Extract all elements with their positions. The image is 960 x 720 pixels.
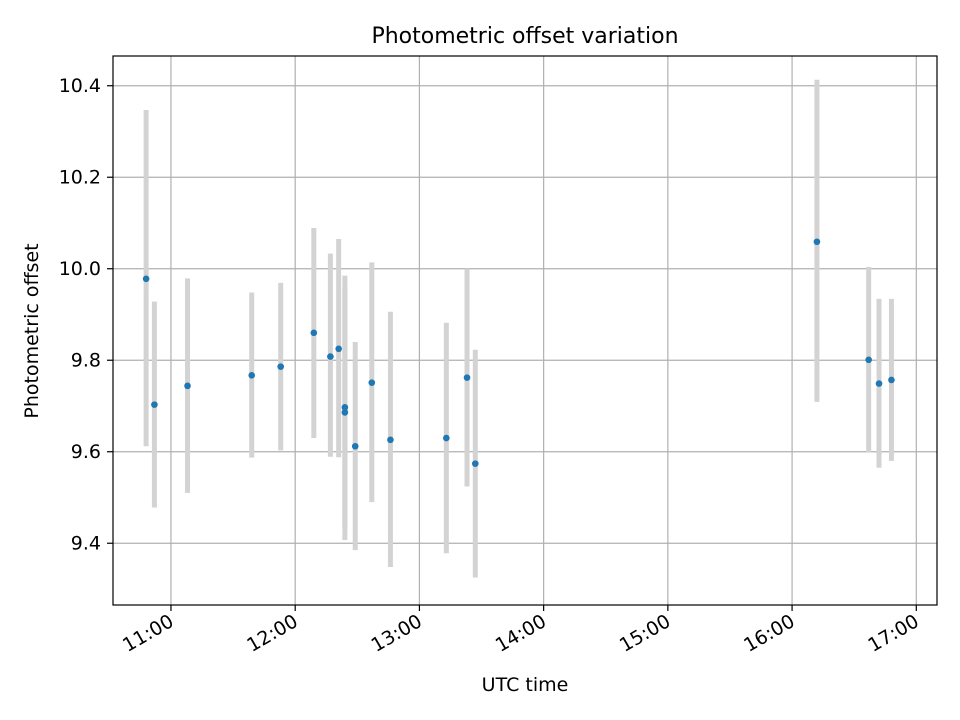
- data-point: [351, 442, 359, 450]
- y-axis-label: Photometric offset: [21, 243, 43, 418]
- x-axis-label: UTC time: [482, 674, 569, 696]
- data-point: [865, 356, 872, 364]
- y-tick-label: 10.0: [59, 258, 101, 280]
- y-axis-ticks: 9.4 9.6 9.8 10.0 10.2 10.4: [59, 75, 113, 555]
- data-point: [875, 380, 883, 387]
- data-point: [184, 382, 191, 390]
- data-point: [387, 436, 394, 444]
- x-tick-label: 14:00: [492, 610, 550, 656]
- x-tick-label: 16:00: [740, 610, 798, 656]
- x-tick-label: 13:00: [367, 610, 425, 656]
- x-tick-label: 11:00: [119, 610, 177, 656]
- y-tick-label: 10.4: [59, 75, 101, 97]
- x-tick-label: 17:00: [864, 610, 922, 656]
- data-point: [248, 372, 256, 379]
- data-point: [277, 363, 284, 370]
- data-point: [368, 379, 376, 386]
- data-point: [142, 275, 150, 283]
- data-point: [335, 345, 342, 353]
- data-point: [463, 374, 471, 381]
- data-point: [310, 329, 318, 337]
- x-axis-ticks: 11:00 12:00 13:00 14:00 15:00 16:00 17:00: [119, 605, 923, 657]
- y-tick-label: 9.6: [71, 441, 101, 463]
- data-point: [813, 238, 821, 246]
- data-point: [341, 409, 349, 416]
- data-point: [443, 434, 450, 442]
- chart-title: Photometric offset variation: [371, 24, 678, 49]
- data-point: [327, 353, 334, 360]
- grid: [113, 56, 937, 605]
- data-point: [888, 376, 895, 384]
- y-tick-label: 9.8: [71, 350, 101, 372]
- x-tick-label: 12:00: [243, 610, 301, 656]
- data-point: [151, 401, 158, 408]
- data-point: [472, 460, 479, 467]
- data-point: [341, 404, 349, 411]
- y-tick-label: 10.2: [59, 167, 101, 189]
- plot-background: [113, 56, 937, 605]
- data-points: [142, 238, 895, 467]
- x-tick-label: 15:00: [616, 610, 674, 656]
- plot-frame: [112, 55, 938, 606]
- y-tick-label: 9.4: [71, 533, 101, 555]
